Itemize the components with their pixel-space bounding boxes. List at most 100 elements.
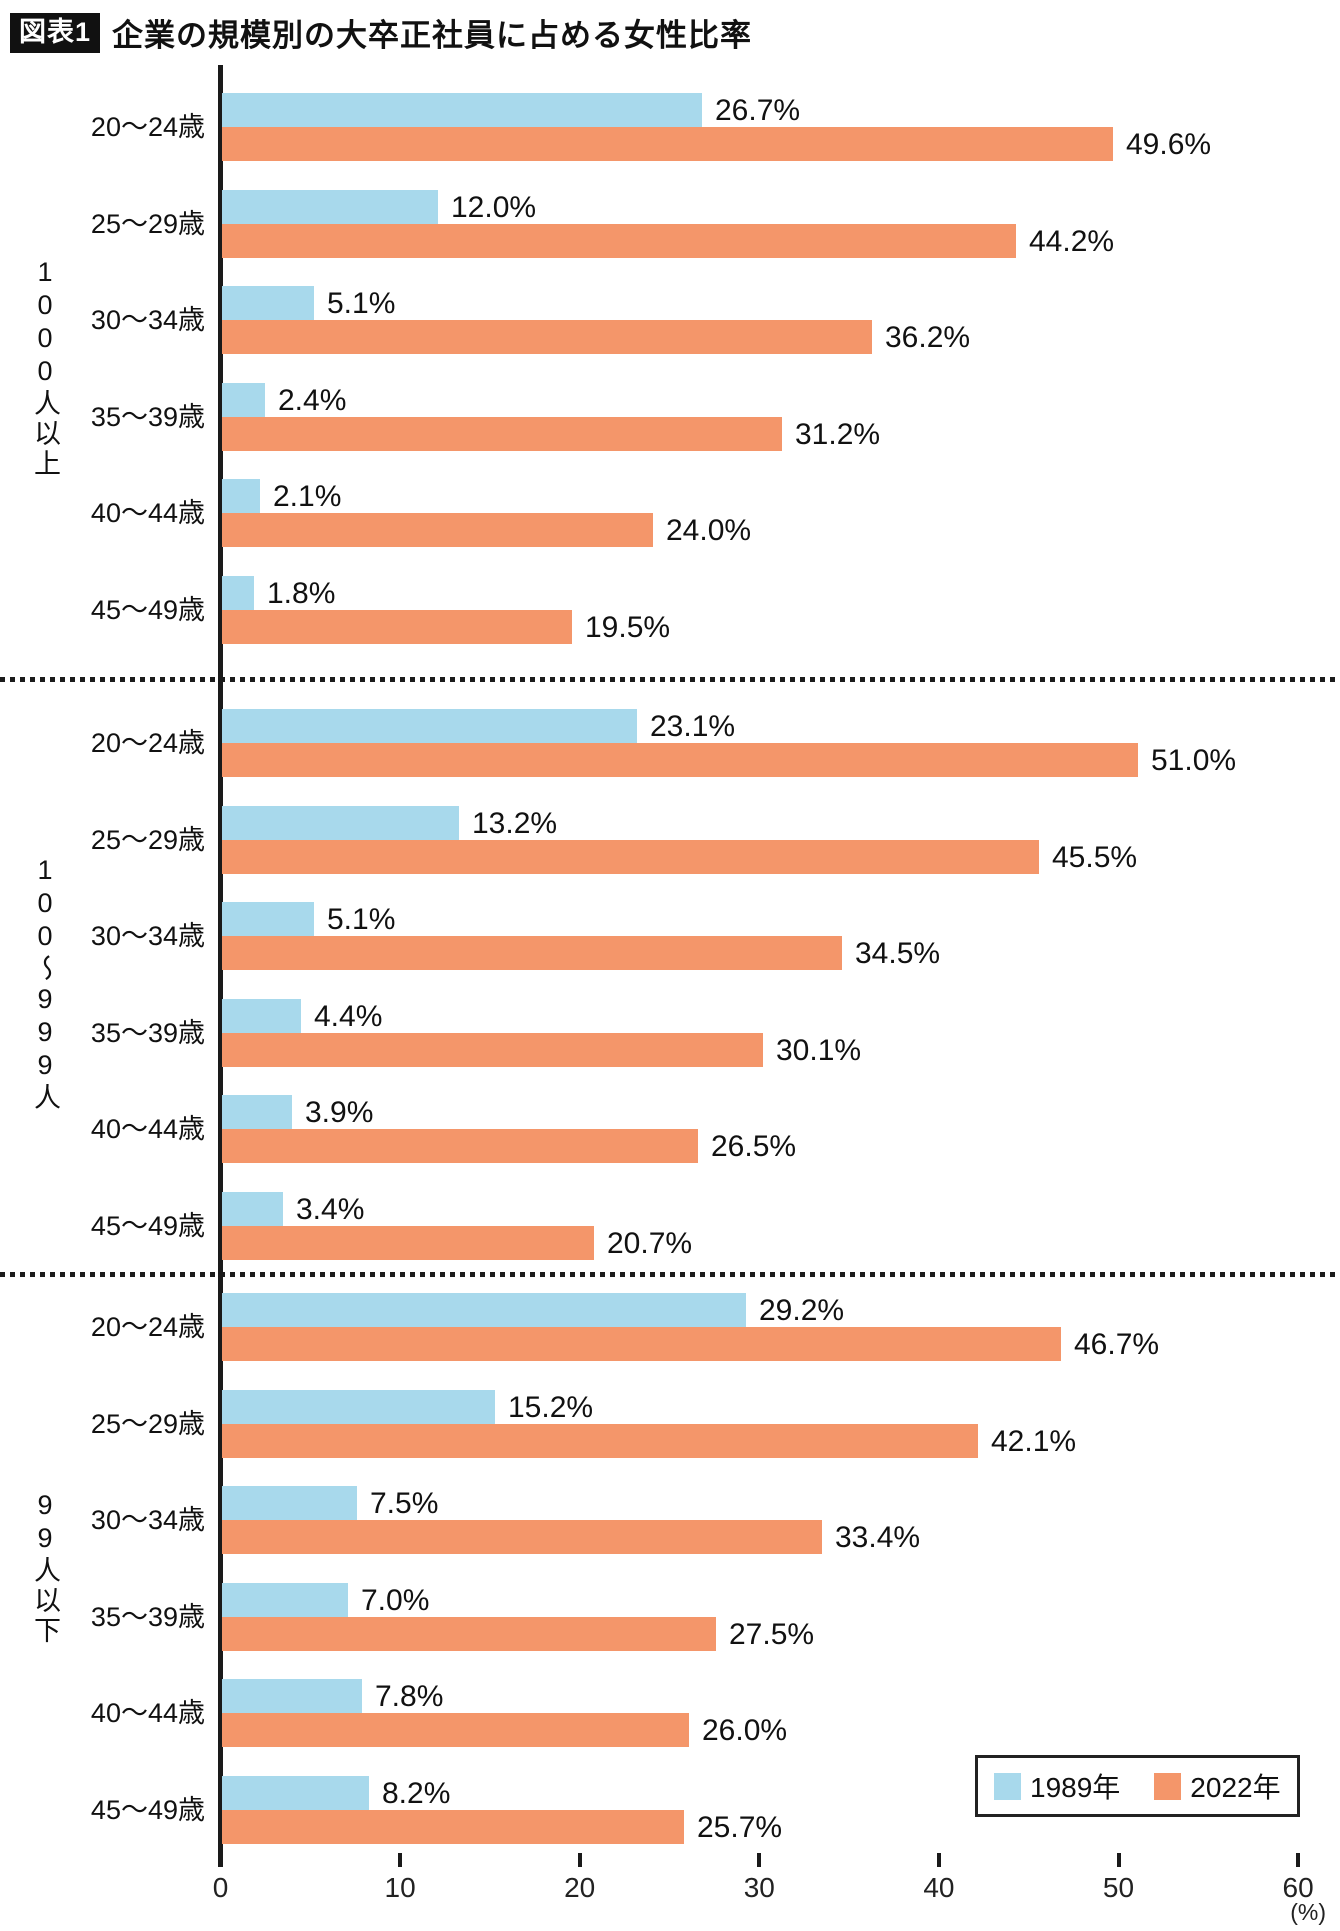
age-label: 20〜24歳 <box>90 1312 205 1342</box>
group-separator-line <box>0 1272 1340 1277</box>
bar-2022 <box>222 1809 684 1844</box>
x-axis-tick <box>218 1853 223 1867</box>
bar-1989 <box>222 382 265 417</box>
value-label-1989: 2.4% <box>278 383 347 417</box>
value-label-2022: 26.0% <box>702 1714 788 1747</box>
age-label: 30〜34歳 <box>90 921 205 951</box>
x-axis-tick <box>936 1853 941 1867</box>
bar-1989 <box>222 805 459 840</box>
age-label: 45〜49歳 <box>90 1210 205 1241</box>
x-axis-tick-label: 60 <box>1282 1872 1314 1903</box>
bar-1989 <box>222 1679 362 1713</box>
x-axis-tick-label: 50 <box>1102 1872 1135 1903</box>
age-label: 25〜29歳 <box>90 1408 205 1439</box>
age-label: 45〜49歳 <box>90 1794 205 1825</box>
bar-2022 <box>222 1032 763 1067</box>
legend-swatch-1989-icon <box>994 1772 1021 1800</box>
value-label-2022: 24.0% <box>666 514 752 547</box>
age-label: 25〜29歳 <box>90 208 205 239</box>
bar-2022 <box>222 223 1016 258</box>
value-label-2022: 25.7% <box>697 1810 783 1844</box>
bar-1989 <box>222 902 314 936</box>
value-label-2022: 49.6% <box>1126 128 1212 161</box>
bar-1989 <box>222 286 314 320</box>
bar-2022 <box>222 936 842 970</box>
value-label-1989: 12.0% <box>451 190 537 224</box>
x-axis-tick-label: 20 <box>564 1872 596 1903</box>
bar-2022 <box>222 1423 978 1458</box>
age-label: 40〜44歳 <box>90 1698 205 1728</box>
legend-item-2022: 2022年 <box>1154 1766 1281 1806</box>
title-row: 図表1 企業の規模別の大卒正社員に占める女性比率 <box>10 10 752 55</box>
bar-1989 <box>222 575 254 610</box>
age-label: 40〜44歳 <box>90 1114 205 1144</box>
age-label: 30〜34歳 <box>90 1505 205 1535</box>
bar-2022 <box>222 839 1039 874</box>
group-separator-line <box>0 677 1340 682</box>
bar-1989 <box>222 1582 348 1617</box>
x-axis-unit-label: (%) <box>1290 1899 1326 1925</box>
bar-2022 <box>222 513 653 547</box>
group-label: 1000人以上 <box>30 257 60 480</box>
value-label-2022: 45.5% <box>1052 840 1138 874</box>
value-label-2022: 44.2% <box>1029 224 1115 258</box>
bar-2022 <box>222 743 1138 777</box>
legend-label-2022: 2022年 <box>1190 1772 1281 1803</box>
x-axis-tick-label: 30 <box>743 1872 775 1903</box>
value-label-1989: 8.2% <box>382 1776 451 1810</box>
value-label-1989: 7.5% <box>370 1487 439 1520</box>
value-label-1989: 1.8% <box>267 576 336 610</box>
bar-2022 <box>222 1225 594 1260</box>
age-label: 20〜24歳 <box>90 112 205 142</box>
value-label-2022: 19.5% <box>585 610 671 644</box>
legend-swatch-2022-icon <box>1154 1772 1182 1800</box>
age-label: 35〜39歳 <box>90 1017 205 1048</box>
value-label-2022: 34.5% <box>855 937 941 970</box>
bar-1989 <box>222 1095 292 1129</box>
age-label: 40〜44歳 <box>90 498 205 528</box>
legend: 1989年 2022年 <box>975 1755 1300 1817</box>
bar-2022 <box>222 1520 822 1554</box>
value-label-2022: 36.2% <box>885 321 971 354</box>
x-axis-tick <box>398 1853 403 1867</box>
value-label-1989: 5.1% <box>327 903 396 936</box>
value-label-1989: 2.1% <box>273 480 342 513</box>
value-label-1989: 26.7% <box>715 94 801 127</box>
value-label-2022: 27.5% <box>729 1617 815 1651</box>
bar-2022 <box>222 320 872 354</box>
y-axis-line <box>218 65 223 1867</box>
x-axis-tick <box>757 1853 762 1867</box>
age-label: 35〜39歳 <box>90 1601 205 1632</box>
value-label-2022: 51.0% <box>1151 744 1237 777</box>
bar-2022 <box>222 127 1113 161</box>
value-label-2022: 33.4% <box>835 1521 921 1554</box>
x-axis-tick-label: 0 <box>212 1872 229 1903</box>
x-axis-tick-label: 40 <box>923 1872 955 1903</box>
bar-1989 <box>222 189 438 224</box>
bar-2022 <box>222 1616 716 1651</box>
value-label-1989: 29.2% <box>759 1294 845 1327</box>
bar-1989 <box>222 93 702 127</box>
value-label-2022: 20.7% <box>607 1226 693 1260</box>
age-label: 35〜39歳 <box>90 401 205 432</box>
bar-1989 <box>222 1293 746 1327</box>
value-label-2022: 46.7% <box>1074 1328 1160 1361</box>
bar-2022 <box>222 1327 1061 1361</box>
bar-1989 <box>222 1191 283 1226</box>
x-axis-tick-label: 10 <box>384 1872 416 1903</box>
bar-1989 <box>222 1775 369 1810</box>
value-label-1989: 3.9% <box>305 1096 374 1129</box>
value-label-2022: 31.2% <box>795 417 881 451</box>
value-label-1989: 23.1% <box>650 710 736 743</box>
legend-label-1989: 1989年 <box>1030 1772 1121 1803</box>
value-label-1989: 4.4% <box>314 999 383 1033</box>
bar-2022 <box>222 416 782 451</box>
value-label-1989: 15.2% <box>508 1390 594 1424</box>
value-label-1989: 5.1% <box>327 287 396 320</box>
age-label: 30〜34歳 <box>90 305 205 335</box>
age-label: 20〜24歳 <box>90 728 205 758</box>
age-label: 45〜49歳 <box>90 594 205 625</box>
bar-1989 <box>222 1486 357 1520</box>
value-label-2022: 30.1% <box>776 1033 862 1067</box>
